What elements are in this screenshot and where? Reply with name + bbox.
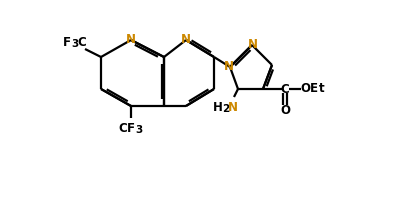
Text: C: C xyxy=(281,83,290,96)
Text: t: t xyxy=(319,82,325,95)
Text: N: N xyxy=(248,37,258,50)
Text: O: O xyxy=(280,103,290,116)
Text: H: H xyxy=(213,100,223,113)
Text: C: C xyxy=(119,122,127,135)
Text: O: O xyxy=(300,82,310,95)
Text: C: C xyxy=(78,35,86,48)
Text: 2: 2 xyxy=(222,104,229,114)
Text: N: N xyxy=(181,33,191,46)
Text: F: F xyxy=(127,122,135,135)
Text: N: N xyxy=(224,59,234,72)
Text: F: F xyxy=(63,35,71,48)
Text: N: N xyxy=(126,33,136,46)
Text: N: N xyxy=(228,100,238,113)
Text: 3: 3 xyxy=(135,125,143,135)
Text: 3: 3 xyxy=(72,39,79,49)
Text: E: E xyxy=(310,82,318,95)
